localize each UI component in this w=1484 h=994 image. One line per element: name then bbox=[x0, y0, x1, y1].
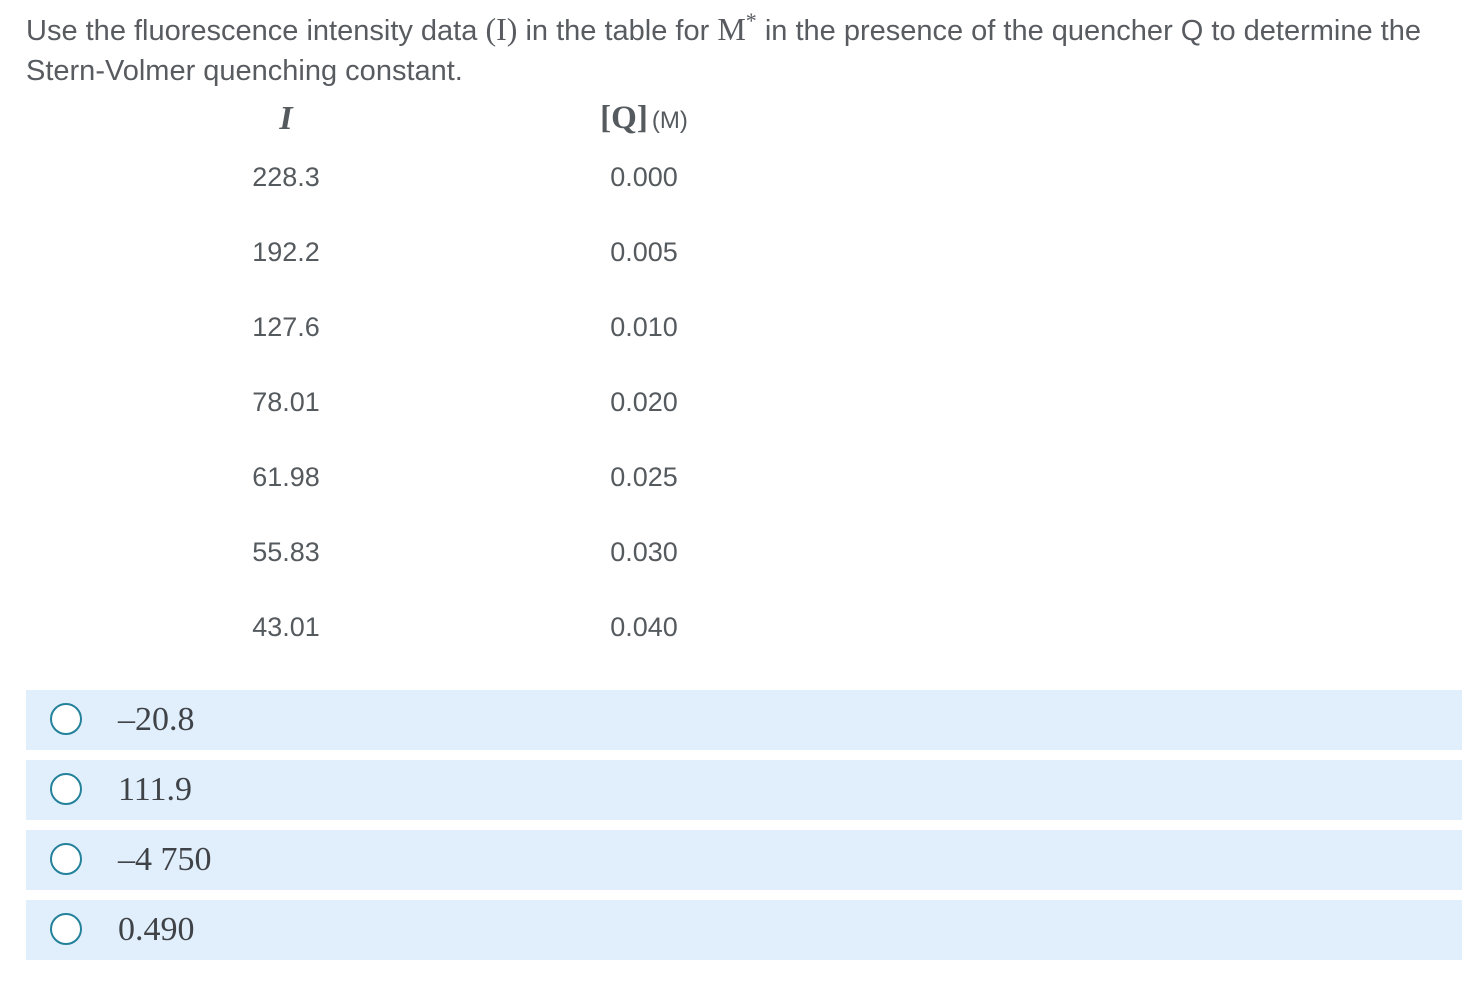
answer-option-label: –20.8 bbox=[118, 701, 195, 738]
intensity-symbol: (I) bbox=[485, 11, 518, 47]
question-part-2: in the table for bbox=[517, 15, 718, 47]
cell-concentration: 0.040 bbox=[610, 612, 678, 642]
radio-button[interactable] bbox=[50, 773, 82, 805]
question-part-3: in the presence of the quencher Q to det… bbox=[26, 15, 1421, 87]
question-text: Use the fluorescence intensity data (I) … bbox=[26, 8, 1456, 90]
answer-option-2[interactable]: 111.9 bbox=[26, 760, 1462, 820]
cell-intensity: 78.01 bbox=[252, 387, 320, 417]
cell-concentration: 0.030 bbox=[610, 537, 678, 567]
cell-intensity: 43.01 bbox=[252, 612, 320, 642]
cell-concentration: 0.025 bbox=[610, 462, 678, 492]
header-concentration-symbol: [Q] bbox=[600, 100, 648, 136]
cell-concentration: 0.010 bbox=[610, 312, 678, 342]
header-concentration-unit: (M) bbox=[651, 107, 688, 134]
answer-option-label: –4 750 bbox=[118, 841, 212, 878]
cell-concentration: 0.020 bbox=[610, 387, 678, 417]
radio-button[interactable] bbox=[50, 843, 82, 875]
answer-option-3[interactable]: –4 750 bbox=[26, 830, 1462, 890]
header-intensity: I bbox=[279, 100, 293, 137]
answer-option-label: 111.9 bbox=[118, 771, 192, 808]
cell-intensity: 61.98 bbox=[252, 462, 320, 492]
species-symbol: M bbox=[717, 11, 746, 47]
species-superscript: * bbox=[745, 8, 757, 33]
header-concentration: [Q] (M) bbox=[564, 100, 724, 137]
cell-intensity: 228.3 bbox=[252, 162, 320, 192]
cell-concentration: 0.000 bbox=[610, 162, 678, 192]
cell-intensity: 127.6 bbox=[252, 312, 320, 342]
radio-button[interactable] bbox=[50, 913, 82, 945]
cell-intensity: 55.83 bbox=[252, 537, 320, 567]
cell-concentration: 0.005 bbox=[610, 237, 678, 267]
cell-intensity: 192.2 bbox=[252, 237, 320, 267]
answer-option-4[interactable]: 0.490 bbox=[26, 900, 1462, 960]
answer-option-1[interactable]: –20.8 bbox=[26, 690, 1462, 750]
question-part-1: Use the fluorescence intensity data bbox=[26, 15, 486, 47]
radio-button[interactable] bbox=[50, 703, 82, 735]
answer-option-label: 0.490 bbox=[118, 911, 195, 948]
